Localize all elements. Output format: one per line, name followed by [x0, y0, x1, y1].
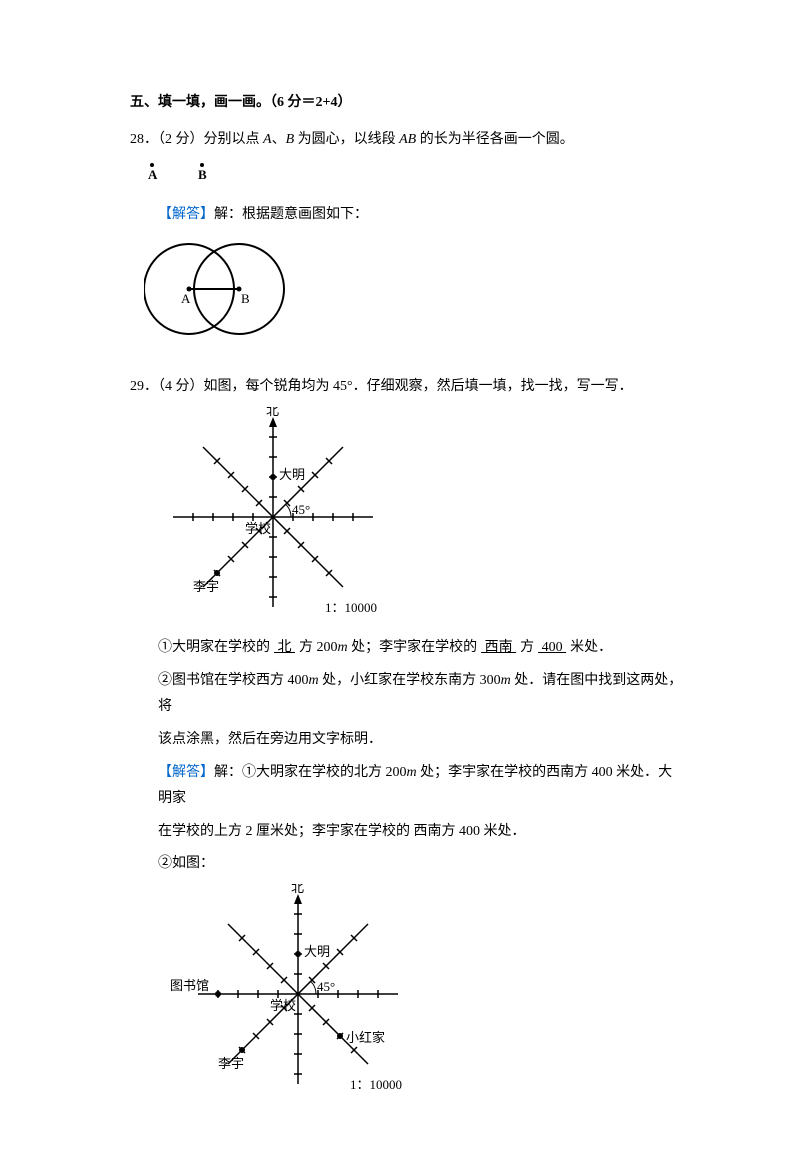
q28-t3: 的长为半径各画一个圆。	[416, 132, 574, 147]
page: 五、填一填，画一画。（6 分＝2+4） 28．（2 分）分别以点 A、B 为圆心…	[0, 0, 793, 1159]
q28-answer: 【解答】解：根据题意画图如下：	[130, 202, 683, 229]
label-A: A	[181, 291, 191, 306]
daming-label-2: 大明	[304, 944, 330, 959]
blank-400: 400	[534, 640, 570, 655]
q29-answer1b: 在学校的上方 2 厘米处；李宇家在学校的 西南方 400 米处．	[130, 819, 683, 846]
school-label-2: 学校	[270, 998, 296, 1013]
blank-sw: 西南	[477, 640, 520, 655]
problem-29: 29．（4 分）如图，每个锐角均为 45°．仔细观察，然后填一填，找一找，写一写…	[130, 374, 683, 1105]
q28-sep: 、	[272, 132, 286, 147]
scale-label-2: 1：10000	[350, 1077, 402, 1092]
blank-north: 北	[270, 640, 299, 655]
q29-number: 29．	[130, 379, 158, 394]
q29-fill2a: ②图书馆在学校西方 400m 处，小红家在学校东南方 300m 处．请在图中找到…	[130, 668, 683, 721]
compass-1: 北 大明 学校 45° 李宇 1：10000	[158, 407, 683, 628]
q29-fill1: ①大明家在学校的 北 方 200m 处；李宇家在学校的 西南 方 400 米处．	[130, 635, 683, 662]
dot-B-label: B	[198, 167, 207, 182]
q28-answer-text: 解：根据题意画图如下：	[214, 207, 368, 222]
q29-answer1a: 【解答】解：①大明家在学校的北方 200m 处；李宇家在学校的西南方 400 米…	[130, 760, 683, 813]
scale-label: 1：10000	[325, 600, 377, 615]
q29-t1: 如图，每个锐角均为 45°．仔细观察，然后填一填，找一找，写一写．	[204, 379, 633, 394]
q28-t1: 分别以点	[204, 132, 264, 147]
north-label: 北	[266, 407, 279, 418]
q28-circles-diagram: A B	[144, 234, 683, 360]
answer-label-2: 【解答】	[158, 765, 214, 780]
angle-label-2: 45°	[317, 979, 335, 994]
q28-AB: AB	[399, 132, 416, 147]
section-title: 五、填一填，画一画。（6 分＝2+4）	[130, 90, 683, 117]
compass-2: 北 大明 学校 45° 李宇 图书馆 小红家 1：10000	[158, 884, 683, 1105]
q29-answer2: ②如图：	[130, 851, 683, 878]
answer-label: 【解答】	[158, 207, 214, 222]
q28-points: （2 分）	[158, 132, 204, 147]
label-B: B	[241, 291, 250, 306]
north-label-2: 北	[291, 884, 304, 895]
q28-dots: A B	[144, 159, 683, 194]
q29-fill2b: 该点涂黑，然后在旁边用文字标明．	[130, 727, 683, 754]
xiaohong-label: 小红家	[346, 1030, 385, 1045]
liyu-label-2: 李宇	[218, 1056, 244, 1071]
q29-text: 29．（4 分）如图，每个锐角均为 45°．仔细观察，然后填一填，找一找，写一写…	[130, 374, 683, 401]
angle-label: 45°	[292, 502, 310, 517]
q28-A: A	[263, 132, 272, 147]
q28-B: B	[286, 132, 295, 147]
daming-label: 大明	[279, 467, 305, 482]
q28-t2: 为圆心，以线段	[294, 132, 399, 147]
liyu-label: 李宇	[193, 579, 219, 594]
school-label: 学校	[245, 521, 271, 536]
q28-number: 28．	[130, 132, 158, 147]
problem-28: 28．（2 分）分别以点 A、B 为圆心，以线段 AB 的长为半径各画一个圆。 …	[130, 127, 683, 360]
library-label: 图书馆	[170, 978, 209, 993]
q28-text: 28．（2 分）分别以点 A、B 为圆心，以线段 AB 的长为半径各画一个圆。	[130, 127, 683, 154]
q29-points: （4 分）	[158, 379, 204, 394]
dot-A-label: A	[148, 167, 158, 182]
